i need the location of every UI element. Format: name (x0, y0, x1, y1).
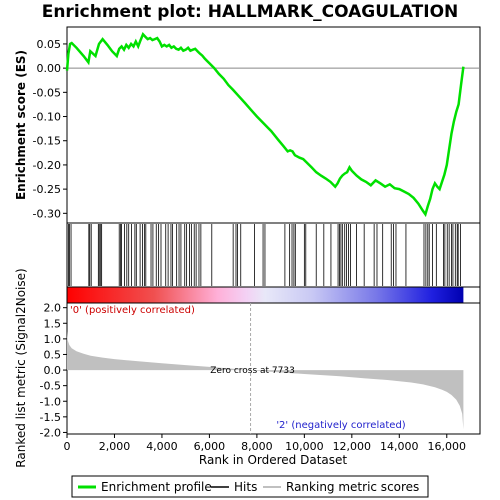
x-axis-label: Rank in Ordered Dataset (199, 453, 347, 467)
positive-label: '0' (positively correlated) (70, 305, 195, 316)
es-ytick-label: -0.15 (33, 135, 61, 148)
metric-ytick-label: -2.0 (40, 426, 61, 439)
legend-label-enrichment: Enrichment profile (101, 480, 212, 494)
es-ytick-label: 0.00 (37, 62, 62, 75)
x-axis-ticks: 0 2,000 4,000 6,000 8,000 10,000 12,000 14,000 1… (64, 434, 467, 453)
legend: Enrichment profile Hits Ranking metric s… (71, 475, 429, 498)
es-panel-frame (66, 26, 481, 224)
metric-ylabel: Ranked list metric (Signal2Noise) (14, 268, 28, 467)
metric-ytick-label: -0.5 (40, 380, 61, 393)
metric-ytick-label: 1.5 (44, 317, 62, 330)
metric-panel: -2.0 -1.5 -1.0 -0.5 0.0 0.5 1.0 1.5 2.0 '0' (pos… (14, 268, 481, 468)
es-ytick-label: -0.05 (33, 86, 61, 99)
metric-ytick-label: -1.0 (40, 395, 61, 408)
es-ytick-label: -0.25 (33, 183, 61, 196)
x-tick-label: 10,000 (285, 440, 324, 453)
x-tick-label: 2,000 (99, 440, 131, 453)
x-tick-label: 12,000 (333, 440, 372, 453)
es-ytick-label: -0.10 (33, 111, 61, 124)
es-yticks: -0.30 -0.25 -0.20 -0.15 -0.10 -0.05 0.00 0.05 (33, 38, 67, 220)
metric-ytick-label: 0.0 (44, 364, 62, 377)
negative-label: '2' (negatively correlated) (276, 420, 405, 431)
es-ylabel: Enrichment score (ES) (14, 50, 28, 200)
es-ytick-label: 0.05 (37, 38, 62, 51)
metric-ytick-label: 1.0 (44, 333, 62, 346)
x-tick-label: 14,000 (380, 440, 419, 453)
x-tick-label: 4,000 (146, 440, 178, 453)
legend-frame (71, 475, 429, 498)
metric-yticks: -2.0 -1.5 -1.0 -0.5 0.0 0.5 1.0 1.5 2.0 (40, 302, 67, 439)
metric-ytick-label: 2.0 (44, 302, 62, 315)
metric-ytick-label: -1.5 (40, 411, 61, 424)
x-tick-label: 6,000 (194, 440, 226, 453)
legend-label-hits: Hits (234, 480, 257, 494)
hit-lines (68, 224, 461, 286)
x-tick-label: 8,000 (241, 440, 273, 453)
chart-title: Enrichment plot: HALLMARK_COAGULATION (42, 2, 459, 22)
es-ytick-label: -0.20 (33, 159, 61, 172)
enrichment-profile-line (65, 32, 465, 218)
rank-color-bar (67, 287, 464, 303)
zero-cross-label: Zero cross at 7733 (210, 366, 295, 376)
metric-ytick-label: 0.5 (44, 348, 62, 361)
hits-panel (66, 222, 481, 288)
ranking-metric-area (67, 331, 464, 430)
legend-label-metric: Ranking metric scores (286, 480, 419, 494)
x-tick-label: 16,000 (428, 440, 467, 453)
x-tick-label: 0 (64, 440, 71, 453)
es-panel: -0.30 -0.25 -0.20 -0.15 -0.10 -0.05 0.00 0.05 E… (14, 26, 481, 224)
es-ytick-label: -0.30 (33, 207, 61, 220)
